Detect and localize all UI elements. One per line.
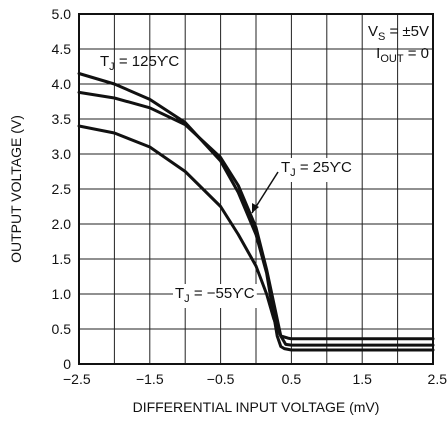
y-tick-label: 2.5 [52,181,72,197]
y-tick-label: 2.0 [52,216,72,232]
series-label-1: TJ = 25ϒC [281,159,352,179]
x-tick-label: −0.5 [207,371,235,387]
series-label-2: TJ = −55ϒC [175,285,255,305]
curves [77,72,435,352]
y-axis-label: OUTPUT VOLTAGE (V) [8,115,24,263]
y-tick-label: 3.0 [52,146,72,162]
series-line-2 [77,124,435,341]
y-tick-label: 0 [63,356,71,372]
x-axis-label: DIFFERENTIAL INPUT VOLTAGE (mV) [133,399,380,415]
y-tick-label: 0.5 [52,321,72,337]
x-tick-label: −2.5 [63,371,91,387]
series-label-backdrop [279,158,355,182]
condition-iout: IOUT = 0 [376,45,429,65]
grid [79,14,433,364]
curve-annotations: TJ = 125ϒC TJ = 25ϒC TJ = −55ϒC [100,53,355,308]
plot-frame [78,13,434,365]
series-label-0: TJ = 125ϒC [100,53,179,73]
y-tick-label: 4.5 [52,41,72,57]
x-tick-label: 2.5 [428,371,447,387]
y-tick-label: 4.0 [52,76,72,92]
y-tick-label: 3.5 [52,111,72,127]
x-tick-labels: −2.5 −1.5 −0.5 0.5 1.5 2.5 [63,371,447,387]
y-tick-label: 1.0 [52,286,72,302]
series-line-1 [77,90,435,347]
condition-vs: VS = ±5V [368,23,429,43]
leader-arrowhead [252,203,259,213]
y-tick-labels: 0 0.5 1.0 1.5 2.0 2.5 3.0 3.5 4.0 4.5 5.0 [52,6,72,372]
x-tick-label: −1.5 [136,371,164,387]
series-line-0 [77,72,435,352]
series-label-backdrop [173,284,257,308]
y-tick-label: 1.5 [52,251,72,267]
y-tick-label: 5.0 [52,6,72,22]
x-tick-label: 0.5 [282,371,302,387]
x-tick-label: 1.5 [352,371,372,387]
